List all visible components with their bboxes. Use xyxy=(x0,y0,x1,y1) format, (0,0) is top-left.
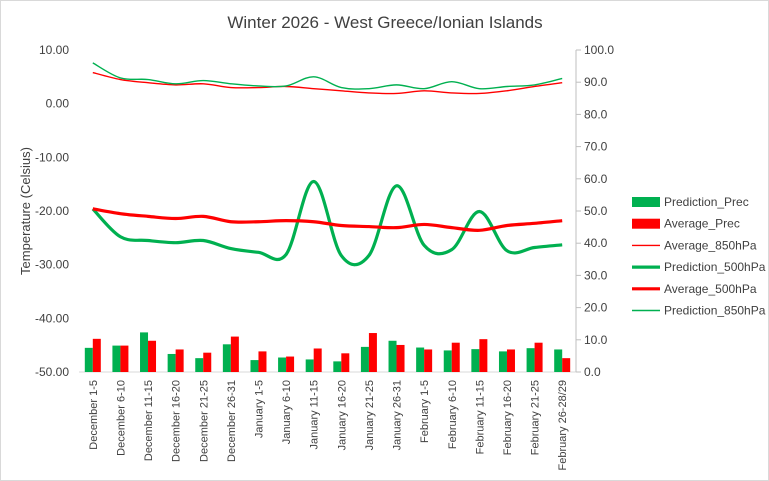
bar-prediction-prec xyxy=(140,332,149,372)
x-tick-label: December 11-15 xyxy=(143,380,155,461)
x-tick-label: January 1-5 xyxy=(253,380,265,438)
x-tick-label: January 16-20 xyxy=(336,380,348,450)
line-average-500hpa xyxy=(92,207,563,232)
x-tick-label: December 6-10 xyxy=(115,380,127,456)
bar-prediction-prec xyxy=(526,348,535,372)
y-tick-label: -30.00 xyxy=(35,258,69,272)
bar-average-prec xyxy=(313,348,322,372)
bar-average-prec xyxy=(120,345,129,372)
bar-prediction-prec xyxy=(278,357,287,372)
bar-average-prec xyxy=(175,349,184,372)
bar-prediction-prec xyxy=(360,346,369,372)
bar-average-prec xyxy=(396,344,405,372)
y2-tick-label: 50.0 xyxy=(584,204,608,218)
bar-average-prec xyxy=(341,353,350,372)
bar-average-prec xyxy=(562,358,571,372)
legend-label: Average_850hPa xyxy=(664,238,757,252)
x-tick-label: February 16-20 xyxy=(502,380,514,455)
bar-prediction-prec xyxy=(84,347,93,372)
x-tick-label: February 21-25 xyxy=(530,380,542,455)
bar-prediction-prec xyxy=(333,361,342,372)
x-tick-label: February 26-28/29 xyxy=(557,380,569,471)
bar-average-prec xyxy=(424,349,433,372)
y-tick-label: 0.00 xyxy=(46,97,70,111)
x-tick-label: December 16-20 xyxy=(171,380,183,462)
bar-average-prec xyxy=(92,338,101,372)
legend-label: Prediction_Prec xyxy=(664,195,749,209)
bar-average-prec xyxy=(258,351,267,372)
y2-tick-label: 100.0 xyxy=(584,43,614,57)
y2-tick-label: 20.0 xyxy=(584,301,608,315)
bar-average-prec xyxy=(534,342,543,372)
legend-swatch xyxy=(632,218,660,229)
legend-label: Average_Prec xyxy=(664,217,740,231)
y-tick-label: -10.00 xyxy=(35,150,69,164)
y-axis-title: Temperature (Celsius) xyxy=(18,147,33,275)
x-tick-label: January 21-25 xyxy=(364,380,376,450)
y-tick-label: -40.00 xyxy=(35,311,69,325)
bar-average-prec xyxy=(368,333,377,372)
bar-prediction-prec xyxy=(498,351,507,372)
bar-prediction-prec xyxy=(554,349,563,372)
bar-prediction-prec xyxy=(443,350,452,372)
legend-label: Prediction_850hPa xyxy=(664,304,766,318)
bar-prediction-prec xyxy=(471,349,480,372)
bar-prediction-prec xyxy=(305,359,314,372)
bar-prediction-prec xyxy=(167,353,176,372)
y2-tick-label: 40.0 xyxy=(584,236,608,250)
y2-tick-label: 70.0 xyxy=(584,140,608,154)
x-tick-label: February 11-15 xyxy=(474,380,486,454)
line-prediction-500hpa xyxy=(91,179,563,267)
y-tick-label: 10.00 xyxy=(39,43,69,57)
y2-tick-label: 0.0 xyxy=(584,365,601,379)
bar-prediction-prec xyxy=(250,360,259,372)
y2-tick-label: 10.0 xyxy=(584,333,608,347)
y2-tick-label: 90.0 xyxy=(584,75,608,89)
bar-average-prec xyxy=(451,342,460,372)
x-tick-label: December 26-31 xyxy=(226,380,238,462)
x-tick-label: December 21-25 xyxy=(198,380,210,462)
x-tick-label: February 6-10 xyxy=(447,380,459,449)
y2-tick-label: 30.0 xyxy=(584,268,608,282)
y-tick-label: -20.00 xyxy=(35,204,69,218)
x-tick-label: January 6-10 xyxy=(281,380,293,444)
y-tick-label: -50.00 xyxy=(35,365,69,379)
bar-prediction-prec xyxy=(112,345,121,372)
legend-swatch xyxy=(632,197,660,207)
line-average-850hpa xyxy=(92,71,563,95)
legend-label: Average_500hPa xyxy=(664,282,757,296)
y2-tick-label: 80.0 xyxy=(584,107,608,121)
bar-average-prec xyxy=(479,339,488,372)
bar-average-prec xyxy=(286,356,295,372)
y2-tick-label: 60.0 xyxy=(584,172,608,186)
legend-label: Prediction_500hPa xyxy=(664,260,766,274)
x-tick-label: February 1-5 xyxy=(419,380,431,443)
bar-prediction-prec xyxy=(416,347,425,372)
bar-average-prec xyxy=(203,352,212,372)
bar-prediction-prec xyxy=(195,358,204,372)
bar-average-prec xyxy=(148,340,157,372)
chart-title: Winter 2026 - West Greece/Ionian Islands xyxy=(227,13,542,32)
bar-average-prec xyxy=(230,336,239,372)
bar-prediction-prec xyxy=(222,344,231,372)
bar-prediction-prec xyxy=(388,340,397,372)
x-tick-label: January 26-31 xyxy=(392,380,404,450)
line-prediction-850hpa xyxy=(92,62,563,90)
x-tick-label: December 1-5 xyxy=(88,380,100,450)
bar-average-prec xyxy=(506,349,515,372)
x-tick-label: January 11-15 xyxy=(309,380,321,450)
